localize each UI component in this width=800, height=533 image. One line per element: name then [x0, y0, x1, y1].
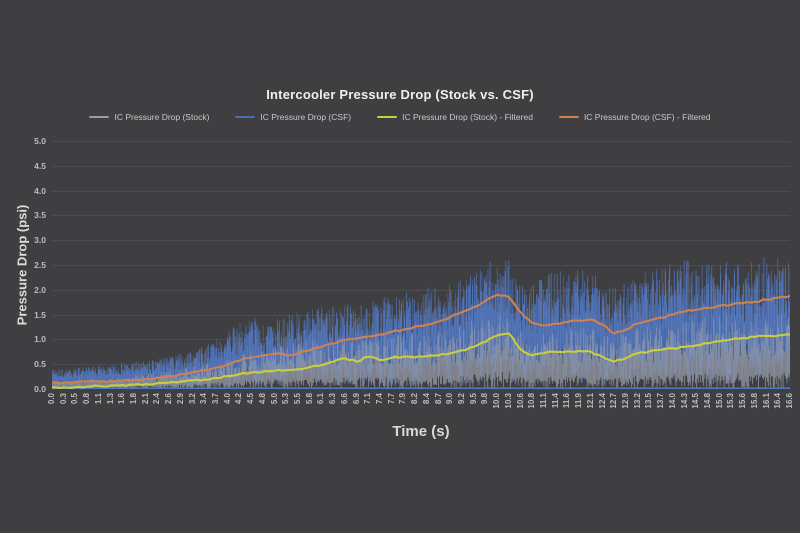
chart-title: Intercooler Pressure Drop (Stock vs. CSF… [266, 87, 534, 102]
x-tick-label: 5.0 [269, 393, 279, 405]
legend-item-stock: IC Pressure Drop (Stock) [89, 112, 209, 122]
x-tick-label: 13.2 [632, 393, 642, 409]
x-tick-label: 15.0 [714, 393, 724, 409]
x-tick-label: 9.8 [480, 393, 490, 405]
x-tick-label: 12.1 [585, 393, 595, 409]
x-tick-label: 4.5 [246, 393, 256, 405]
x-tick-label: 13.7 [656, 393, 666, 409]
chart-legend: IC Pressure Drop (Stock) IC Pressure Dro… [0, 112, 800, 122]
y-tick-label: 4.5 [34, 160, 46, 171]
x-tick-label: 8.7 [433, 393, 443, 405]
x-tick-label: 4.8 [257, 393, 267, 405]
x-tick-label: 7.9 [398, 393, 408, 405]
x-tick-label: 9.5 [468, 393, 478, 405]
x-tick-label: 1.8 [129, 393, 138, 405]
x-tick-label: 2.9 [175, 393, 185, 405]
legend-item-csf: IC Pressure Drop (CSF) [235, 112, 351, 122]
x-tick-label: 7.1 [363, 393, 373, 405]
x-tick-label: 0.8 [82, 393, 92, 405]
x-tick-label: 2.1 [140, 393, 150, 405]
x-tick-label: 5.5 [293, 393, 302, 405]
x-tick-label: 11.4 [550, 393, 560, 409]
x-tick-label: 9.0 [445, 393, 455, 405]
x-tick-label: 9.2 [457, 393, 466, 405]
x-tick-label: 6.9 [351, 393, 361, 405]
legend-label-stock: IC Pressure Drop (Stock) [114, 112, 210, 122]
x-tick-label: 10.0 [492, 393, 502, 409]
x-tick-label: 8.2 [410, 393, 420, 405]
csf-series-marker-icon [235, 116, 256, 118]
x-tick-label: 10.3 [503, 393, 513, 409]
legend-label-csf-filtered: IC Pressure Drop (CSF) - Filtered [583, 112, 711, 122]
stock-filtered-series-marker-icon [377, 116, 398, 118]
y-tick-label: 0.5 [34, 359, 46, 370]
x-tick-label: 14.0 [667, 393, 677, 409]
x-tick-label: 14.5 [691, 393, 701, 409]
x-tick-label: 5.3 [281, 393, 291, 405]
x-tick-label: 16.1 [761, 393, 771, 409]
x-tick-label: 15.6 [738, 393, 748, 409]
x-tick-label: 4.2 [234, 393, 244, 405]
plot-canvas [52, 141, 790, 389]
x-tick-label: 2.6 [164, 393, 174, 405]
x-tick-label: 3.4 [199, 393, 209, 405]
x-tick-label: 10.6 [515, 393, 525, 409]
legend-label-csf: IC Pressure Drop (CSF) [260, 112, 352, 122]
y-tick-label: 1.0 [34, 334, 46, 345]
y-tick-label: 4.0 [34, 185, 46, 196]
x-tick-label: 1.1 [93, 393, 103, 405]
x-tick-label: 3.2 [187, 393, 197, 405]
x-tick-label: 11.1 [539, 393, 548, 409]
x-tick-label: 16.6 [785, 393, 794, 409]
y-axis-title: Pressure Drop (psi) [14, 204, 30, 326]
x-tick-label: 5.8 [304, 393, 314, 405]
x-tick-label: 6.6 [339, 393, 349, 405]
x-tick-label: 6.1 [316, 393, 326, 405]
x-axis-title: Time (s) [392, 423, 450, 440]
x-tick-label: 6.3 [328, 393, 338, 405]
x-tick-label: 4.0 [222, 393, 232, 405]
x-tick-label: 12.7 [609, 393, 619, 409]
x-tick-label: 14.8 [703, 393, 712, 409]
legend-item-stock-filtered: IC Pressure Drop (Stock) - Filtered [377, 112, 533, 122]
x-tick-label: 11.9 [574, 393, 584, 409]
x-tick-label: 12.4 [597, 393, 607, 409]
x-tick-label: 16.4 [773, 393, 783, 409]
x-tick-label: 12.9 [621, 393, 630, 409]
x-tick-label: 15.8 [749, 393, 759, 409]
csf-filtered-series-marker-icon [558, 116, 579, 118]
stock-series-marker-icon [89, 116, 110, 118]
legend-item-csf-filtered: IC Pressure Drop (CSF) - Filtered [558, 112, 711, 122]
x-tick-label: 3.7 [211, 393, 220, 405]
x-tick-label: 7.4 [375, 393, 384, 405]
x-tick-label: 15.3 [726, 393, 736, 409]
x-tick-label: 11.6 [562, 393, 572, 409]
y-tick-label: 5.0 [34, 136, 46, 146]
x-tick-label: 0.0 [47, 393, 56, 405]
x-tick-label: 0.5 [70, 393, 80, 405]
x-tick-label: 14.3 [679, 393, 689, 409]
x-tick-label: 1.6 [117, 393, 127, 405]
x-tick-label: 7.7 [386, 393, 396, 405]
x-tick-label: 1.3 [105, 393, 115, 405]
x-tick-label: 8.4 [421, 393, 431, 405]
legend-label-stock-filtered: IC Pressure Drop (Stock) - Filtered [402, 112, 533, 122]
x-tick-label: 2.4 [152, 393, 162, 405]
x-tick-label: 13.5 [644, 393, 654, 409]
y-tick-label: 0.0 [34, 384, 46, 394]
x-tick-label: 0.3 [58, 393, 68, 405]
x-tick-label: 10.8 [527, 393, 537, 409]
